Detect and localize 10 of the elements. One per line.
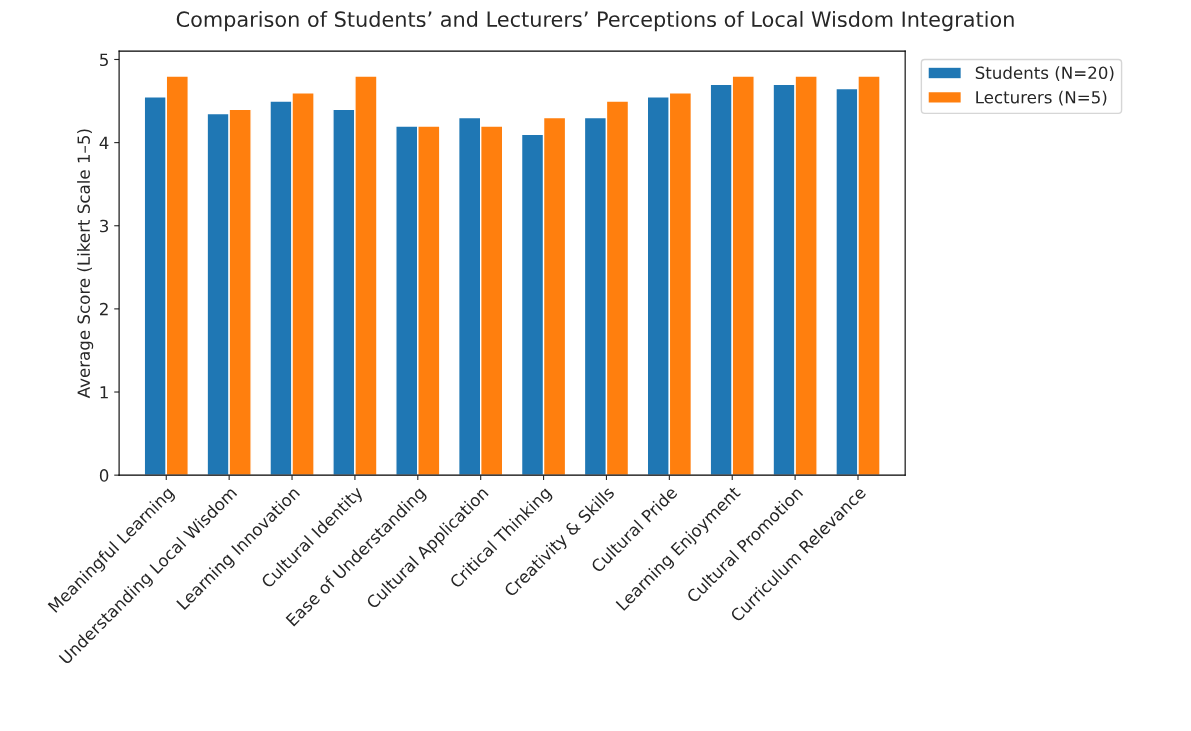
legend-label: Students (N=20) xyxy=(975,66,1114,82)
legend-label: Lecturers (N=5) xyxy=(976,90,1107,106)
y-tick-label: 2 xyxy=(99,302,108,316)
y-tick-label: 0 xyxy=(99,469,109,482)
y-tick-label: 3 xyxy=(100,219,109,233)
chart-title: Comparison of Students’ and Lecturers’ Perceptions of Local Wisdom Integration xyxy=(176,10,1014,32)
y-tick-label: 4 xyxy=(99,136,109,149)
y-axis-title: Average Score (Likert Scale 1–5) xyxy=(77,129,94,399)
y-tick-label: 5 xyxy=(100,53,108,67)
y-tick-label: 1 xyxy=(100,386,108,399)
